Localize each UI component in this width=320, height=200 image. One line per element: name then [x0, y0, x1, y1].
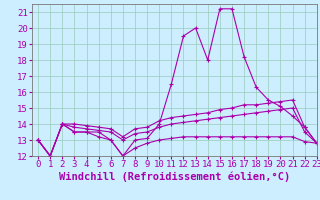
X-axis label: Windchill (Refroidissement éolien,°C): Windchill (Refroidissement éolien,°C): [59, 172, 290, 182]
